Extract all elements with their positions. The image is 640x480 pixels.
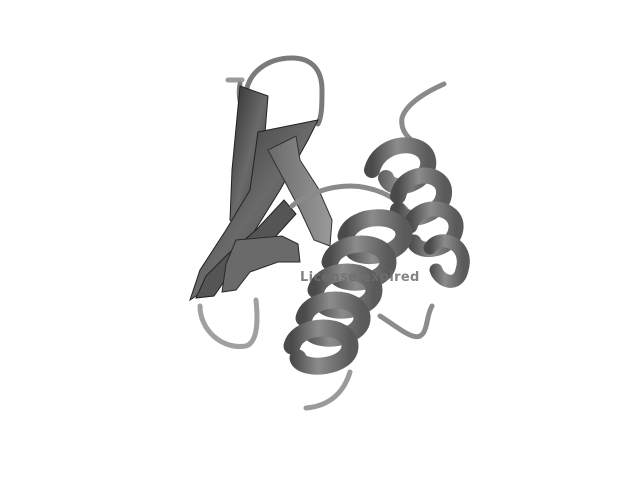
alpha-helix-main <box>283 209 413 375</box>
loop-right-lower <box>377 303 435 340</box>
tail-upper-right <box>399 81 447 149</box>
loop-bottom <box>303 369 353 411</box>
beta-strand-3 <box>267 135 333 247</box>
alpha-helix-upper <box>364 137 470 288</box>
loop-top <box>243 55 325 127</box>
beta-strand-5 <box>221 235 301 293</box>
loop-lower-left <box>197 297 260 349</box>
